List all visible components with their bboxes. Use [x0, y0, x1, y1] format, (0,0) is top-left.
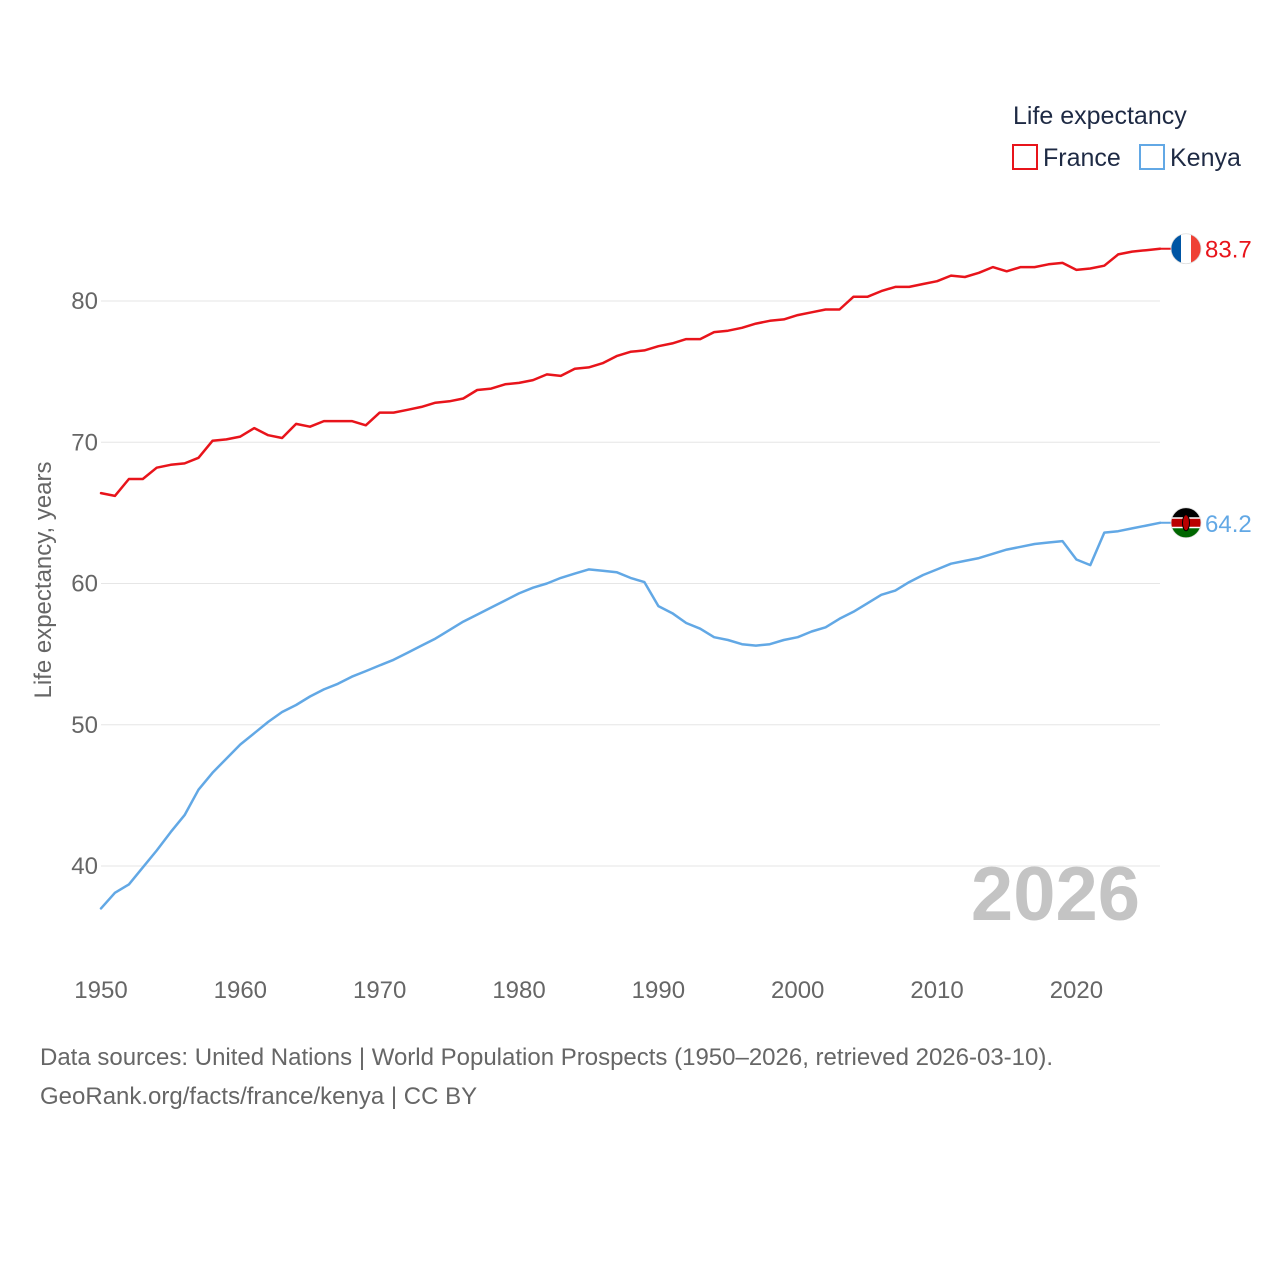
legend: Life expectancy France Kenya — [1012, 102, 1241, 172]
series-endpoints: 83.7 64.2 — [1160, 233, 1252, 539]
legend-title: Life expectancy — [1013, 102, 1187, 130]
y-axis-label: Life expectancy, years — [30, 461, 57, 698]
x-axis-ticks: 1950 1960 1970 1980 1990 2000 2010 2020 — [74, 977, 1103, 1004]
x-tick-2000: 2000 — [771, 977, 824, 1004]
france-flag-icon — [1170, 233, 1202, 265]
kenya-flag-icon — [1170, 507, 1202, 539]
gridlines — [101, 300, 1160, 867]
legend-label-kenya: Kenya — [1170, 144, 1241, 172]
footer-credit: GeoRank.org/facts/france/kenya | CC BY — [40, 1083, 478, 1110]
end-label-kenya: 64.2 — [1205, 511, 1252, 538]
x-tick-2010: 2010 — [910, 977, 963, 1004]
year-watermark: 2026 — [971, 852, 1140, 937]
y-tick-80: 80 — [71, 288, 98, 315]
legend-swatch-kenya — [1139, 144, 1165, 170]
end-label-france: 83.7 — [1205, 237, 1252, 264]
y-tick-60: 60 — [71, 571, 98, 598]
legend-item-kenya[interactable]: Kenya — [1139, 144, 1241, 172]
footer-sources: Data sources: United Nations | World Pop… — [40, 1044, 1054, 1071]
legend-swatch-france — [1012, 144, 1038, 170]
series-line-kenya — [99, 521, 1162, 910]
series-line-france — [99, 247, 1162, 498]
y-tick-40: 40 — [71, 853, 98, 880]
y-axis-ticks: 40 50 60 70 80 — [71, 288, 98, 880]
y-tick-70: 70 — [71, 429, 98, 456]
x-tick-1990: 1990 — [632, 977, 685, 1004]
y-tick-50: 50 — [71, 712, 98, 739]
legend-item-france[interactable]: France — [1012, 144, 1121, 172]
x-tick-1980: 1980 — [492, 977, 545, 1004]
x-tick-1950: 1950 — [74, 977, 127, 1004]
x-tick-2020: 2020 — [1050, 977, 1103, 1004]
x-tick-1970: 1970 — [353, 977, 406, 1004]
series-lines — [99, 247, 1162, 910]
x-tick-1960: 1960 — [214, 977, 267, 1004]
legend-label-france: France — [1043, 144, 1121, 172]
